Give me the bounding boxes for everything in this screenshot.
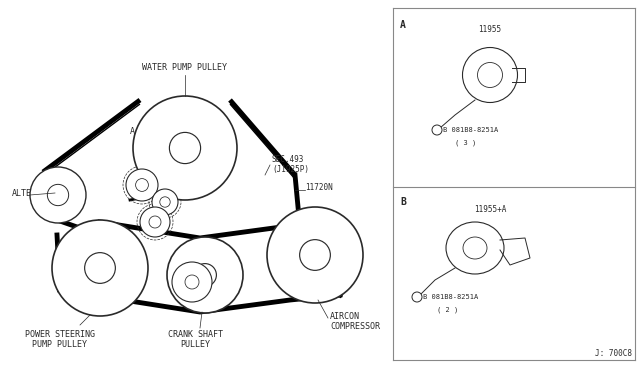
Text: 11720N: 11720N	[305, 183, 333, 192]
Circle shape	[133, 96, 237, 200]
Text: ( 2 ): ( 2 )	[437, 307, 458, 313]
Text: 11950N: 11950N	[105, 231, 132, 240]
Circle shape	[52, 220, 148, 316]
Circle shape	[47, 185, 68, 206]
Text: A: A	[400, 20, 406, 30]
Text: AIRCON
COMPRESSOR: AIRCON COMPRESSOR	[330, 312, 380, 331]
Text: ALTERNATOR: ALTERNATOR	[12, 189, 62, 198]
Text: B 081B8-8251A: B 081B8-8251A	[423, 294, 478, 300]
Circle shape	[152, 189, 178, 215]
Text: A: A	[129, 128, 134, 137]
Text: 11955+A: 11955+A	[474, 205, 506, 214]
Circle shape	[149, 216, 161, 228]
Circle shape	[30, 167, 86, 223]
Circle shape	[412, 292, 422, 302]
Text: WATER PUMP PULLEY: WATER PUMP PULLEY	[143, 63, 227, 72]
Circle shape	[170, 132, 200, 164]
Text: B 081B8-8251A: B 081B8-8251A	[443, 127, 499, 133]
Text: ( 3 ): ( 3 )	[455, 140, 476, 146]
Circle shape	[193, 264, 216, 286]
Circle shape	[160, 197, 170, 207]
Text: B: B	[400, 197, 406, 207]
Circle shape	[432, 125, 442, 135]
Text: 11955: 11955	[479, 25, 502, 34]
Circle shape	[167, 237, 243, 313]
Circle shape	[267, 207, 363, 303]
Circle shape	[126, 169, 158, 201]
Text: POWER STEERING
PUMP PULLEY: POWER STEERING PUMP PULLEY	[25, 330, 95, 349]
Text: J: 700C8: J: 700C8	[595, 349, 632, 358]
Circle shape	[136, 179, 148, 192]
Circle shape	[84, 253, 115, 283]
Circle shape	[140, 207, 170, 237]
Text: SEC.493
(J1925P): SEC.493 (J1925P)	[272, 155, 309, 174]
Text: B: B	[220, 257, 225, 266]
Circle shape	[300, 240, 330, 270]
Circle shape	[172, 262, 212, 302]
Circle shape	[185, 275, 199, 289]
Text: CRANK SHAFT
PULLEY: CRANK SHAFT PULLEY	[168, 330, 223, 349]
